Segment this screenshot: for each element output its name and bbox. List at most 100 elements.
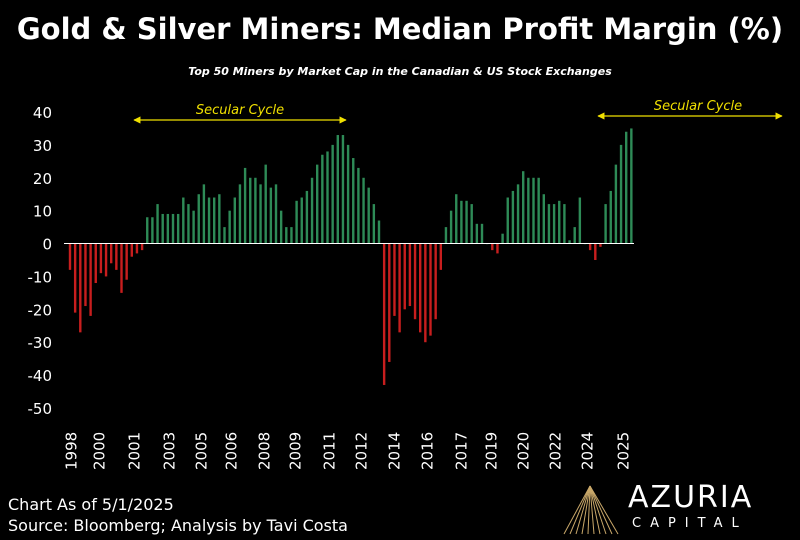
bar bbox=[496, 243, 499, 254]
bar bbox=[403, 243, 406, 310]
bar bbox=[388, 243, 391, 362]
y-tick-label: -20 bbox=[28, 301, 53, 319]
bar bbox=[547, 204, 551, 244]
bar bbox=[614, 164, 618, 244]
bar bbox=[439, 243, 442, 270]
bar bbox=[393, 243, 396, 316]
bar bbox=[326, 151, 329, 244]
bar bbox=[594, 243, 597, 260]
bar bbox=[501, 233, 504, 244]
bar bbox=[480, 223, 484, 244]
bar bbox=[156, 204, 159, 244]
bar bbox=[99, 243, 103, 274]
bar bbox=[444, 227, 448, 244]
chart-subtitle: Top 50 Miners by Market Cap in the Canad… bbox=[188, 65, 612, 78]
bar bbox=[527, 177, 530, 244]
x-tick-label: 2016 bbox=[419, 432, 437, 470]
bar bbox=[305, 190, 309, 244]
bar bbox=[532, 177, 535, 244]
bar bbox=[84, 243, 87, 307]
pyramid-lines-icon bbox=[563, 485, 619, 535]
x-tick-label: 1998 bbox=[63, 432, 81, 470]
y-tick-label: 40 bbox=[33, 104, 52, 122]
x-tick-label: 2012 bbox=[353, 432, 371, 470]
x-tick-label: 2019 bbox=[483, 432, 501, 470]
bar bbox=[218, 194, 221, 244]
bar bbox=[171, 213, 175, 244]
bar bbox=[537, 177, 540, 244]
bar bbox=[73, 243, 77, 313]
bar bbox=[79, 243, 82, 333]
bar bbox=[434, 243, 437, 320]
bar bbox=[367, 187, 370, 244]
bar bbox=[563, 204, 566, 244]
bar bbox=[357, 167, 360, 244]
bar bbox=[94, 243, 97, 284]
bar bbox=[120, 243, 123, 293]
footnote-date: Chart As of 5/1/2025 bbox=[8, 495, 174, 514]
bar bbox=[578, 197, 582, 244]
bar bbox=[341, 135, 345, 244]
bar bbox=[243, 167, 247, 244]
bar bbox=[455, 194, 458, 244]
bar bbox=[68, 243, 72, 270]
bar bbox=[346, 144, 350, 244]
bar bbox=[558, 200, 561, 244]
bar bbox=[135, 243, 139, 254]
bar bbox=[176, 213, 180, 244]
footnote-source: Source: Bloomberg; Analysis by Tavi Cost… bbox=[8, 516, 348, 535]
bar bbox=[213, 197, 216, 244]
bar bbox=[110, 243, 113, 264]
bar bbox=[599, 243, 602, 247]
y-tick-label: -30 bbox=[28, 334, 53, 352]
bar bbox=[202, 184, 206, 244]
bar bbox=[511, 190, 515, 244]
bar bbox=[331, 144, 334, 244]
bar bbox=[279, 210, 283, 244]
bar bbox=[413, 243, 417, 320]
bar bbox=[125, 243, 128, 280]
bar bbox=[228, 210, 231, 244]
bar bbox=[604, 204, 607, 244]
bar bbox=[166, 213, 170, 244]
bar bbox=[264, 164, 267, 244]
bar bbox=[316, 164, 319, 244]
x-tick-label: 2009 bbox=[287, 432, 305, 470]
bar bbox=[460, 200, 463, 244]
y-tick-label: 20 bbox=[33, 170, 52, 188]
bar bbox=[491, 243, 494, 251]
bar bbox=[192, 210, 195, 244]
bar bbox=[419, 243, 422, 333]
bar bbox=[295, 200, 298, 244]
bar bbox=[377, 220, 381, 244]
bar bbox=[130, 243, 133, 257]
y-tick-label: 30 bbox=[33, 137, 52, 155]
bar bbox=[475, 223, 479, 244]
chart-title: Gold & Silver Miners: Median Profit Marg… bbox=[16, 12, 784, 46]
bar bbox=[465, 200, 468, 244]
bar bbox=[310, 177, 314, 244]
y-tick-label: 0 bbox=[42, 236, 52, 254]
bar bbox=[238, 184, 242, 244]
bar bbox=[140, 243, 144, 251]
x-tick-label: 2008 bbox=[256, 432, 274, 470]
bar-chart: 40 30 20 10 0 -10 -20 -30 -40 -50 1998 2000 2001 2003… bbox=[28, 99, 783, 470]
bar bbox=[625, 131, 628, 244]
bar bbox=[424, 243, 427, 343]
brand-subname: CAPITAL bbox=[632, 516, 748, 531]
bar bbox=[254, 177, 257, 244]
bar bbox=[568, 240, 571, 244]
x-tick-label: 2011 bbox=[321, 432, 339, 470]
bar bbox=[630, 128, 633, 244]
bar bbox=[104, 243, 108, 277]
x-tick-label: 2003 bbox=[161, 432, 179, 470]
bar bbox=[573, 227, 576, 244]
x-tick-label: 2020 bbox=[515, 432, 533, 470]
x-tick-label: 2006 bbox=[223, 432, 241, 470]
secular-cycle-label: Secular Cycle bbox=[654, 99, 742, 114]
brand-name: AZURIA bbox=[628, 480, 754, 515]
bar bbox=[223, 227, 226, 244]
y-tick-label: -50 bbox=[28, 400, 53, 418]
bar bbox=[187, 204, 190, 244]
secular-cycle-label: Secular Cycle bbox=[196, 103, 284, 118]
